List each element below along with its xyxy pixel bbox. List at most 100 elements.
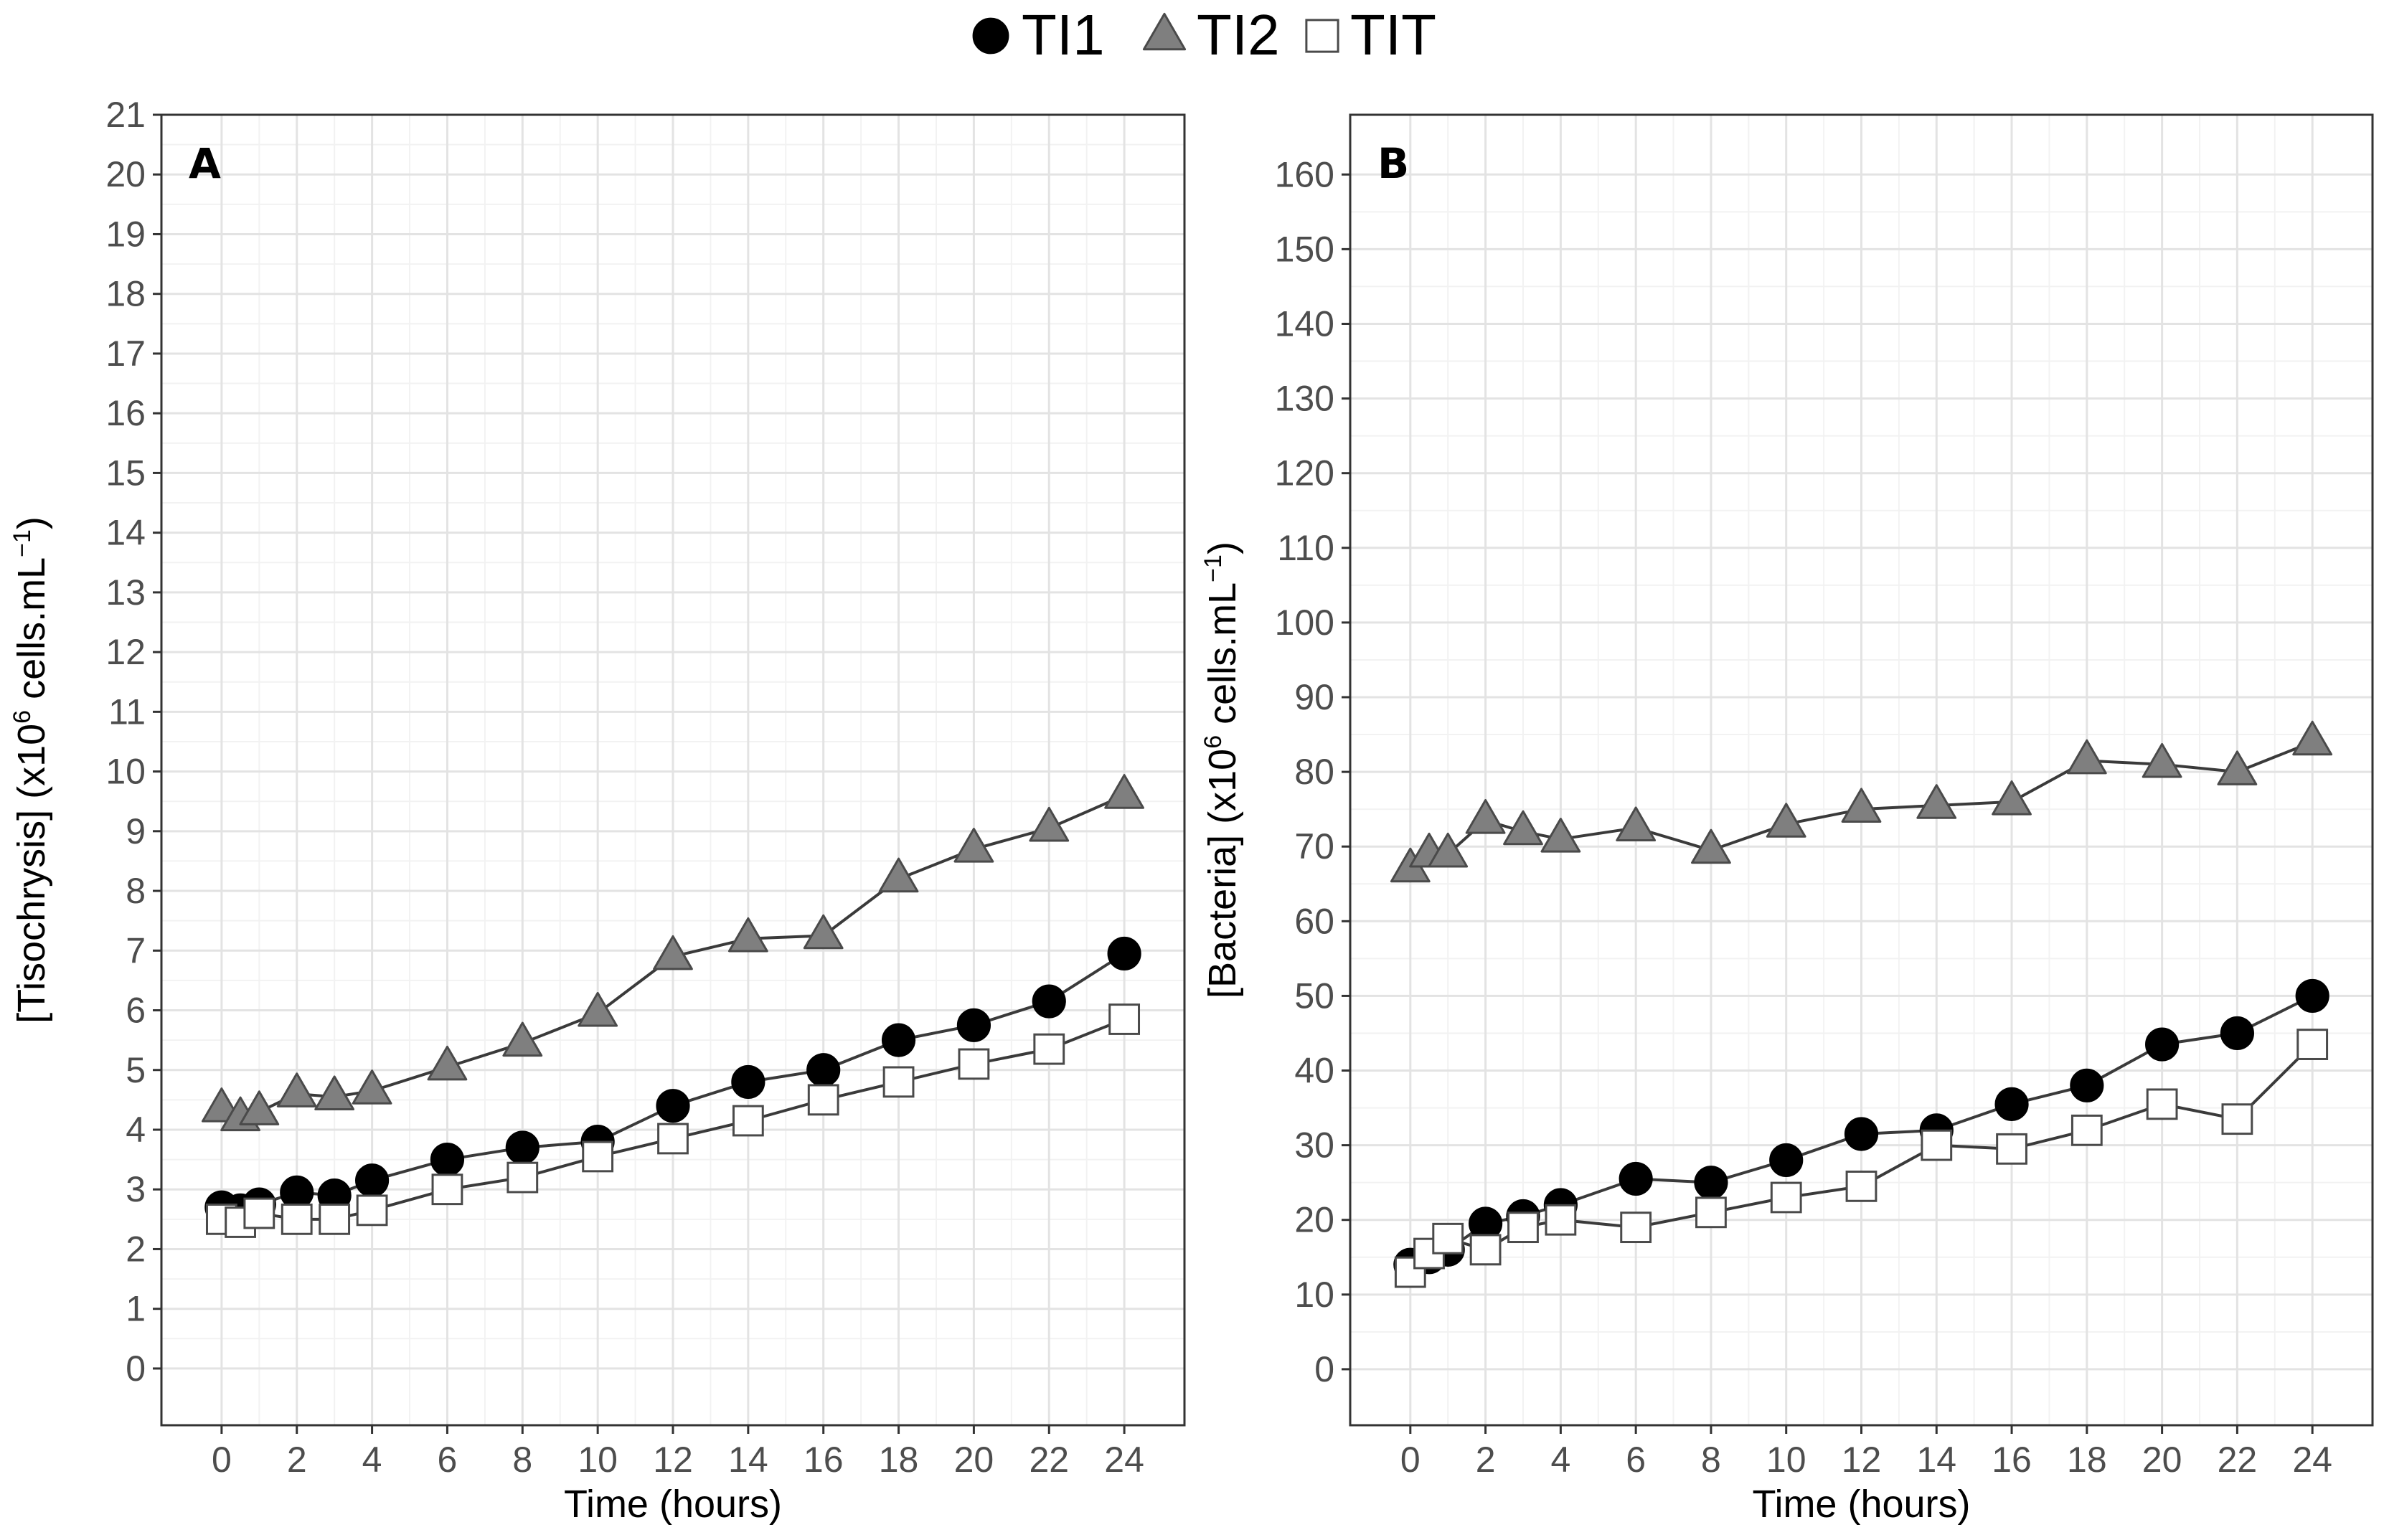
data-point-tit — [1545, 1204, 1577, 1236]
y-tick-label: 17 — [105, 334, 146, 374]
y-axis-title: [Tisochrysis] (x106 cells.mL−1) — [9, 516, 53, 1024]
y-tick-label: 5 — [126, 1050, 146, 1090]
x-tick-label: 0 — [1400, 1440, 1420, 1480]
data-point-tit — [319, 1203, 351, 1235]
y-tick-label: 3 — [126, 1169, 146, 1209]
data-point-tit — [281, 1203, 313, 1235]
data-point-ti2 — [2217, 750, 2258, 785]
series-ti2 — [201, 774, 1145, 1132]
data-point-ti2 — [578, 991, 618, 1027]
x-axis: 0 2 4 6 8 10 12 14 16 18 20 22 24 — [1400, 1425, 2332, 1480]
data-point-ti1 — [956, 1008, 991, 1042]
x-tick-label: 24 — [2292, 1440, 2332, 1480]
data-point-tit — [1394, 1256, 1426, 1288]
y-tick-label: 18 — [105, 274, 146, 314]
data-point-ti1 — [2070, 1068, 2104, 1102]
data-point-ti2 — [653, 935, 693, 970]
x-tick-label: 8 — [1701, 1440, 1721, 1480]
data-point-ti1 — [1107, 936, 1141, 971]
y-tick-label: 16 — [105, 393, 146, 433]
y-tick-label: 20 — [105, 154, 146, 194]
data-point-tit — [1921, 1129, 1953, 1161]
data-point-ti2 — [1465, 798, 1506, 834]
x-tick-label: 0 — [212, 1440, 232, 1480]
data-point-ti1 — [2220, 1016, 2254, 1051]
y-tick-label: 7 — [126, 930, 146, 970]
y-tick-label: 2 — [126, 1229, 146, 1269]
data-point-tit — [2296, 1029, 2329, 1060]
series-ti1 — [204, 936, 1141, 1227]
x-tick-label: 18 — [879, 1440, 919, 1480]
data-point-ti2 — [953, 828, 994, 863]
data-point-ti1 — [2145, 1027, 2180, 1062]
y-axis-title: [Bacteria] (x106 cells.mL−1) — [1200, 542, 1244, 998]
y-tick-label: 0 — [126, 1348, 146, 1389]
data-point-ti1 — [2295, 978, 2329, 1013]
x-tick-label: 12 — [1842, 1440, 1882, 1480]
series-ti2 — [1390, 720, 2333, 883]
data-point-ti2 — [1992, 780, 2032, 816]
x-tick-label: 20 — [954, 1440, 994, 1480]
data-point-ti2 — [727, 917, 768, 953]
data-point-ti1 — [430, 1143, 465, 1177]
data-point-ti2 — [2292, 720, 2333, 756]
legend-label-ti1: TI1 — [1022, 3, 1105, 67]
data-point-ti1 — [355, 1163, 390, 1198]
y-tick-label: 10 — [1294, 1275, 1334, 1315]
data-point-tit — [807, 1084, 839, 1116]
data-point-tit — [958, 1048, 990, 1080]
series-line-tit — [1409, 1043, 2314, 1274]
x-tick-label: 4 — [362, 1440, 382, 1480]
data-point-ti2 — [1029, 806, 1070, 842]
y-tick-label: 10 — [105, 752, 146, 792]
data-point-tit — [1845, 1170, 1877, 1202]
data-point-tit — [431, 1173, 463, 1206]
y-tick-label: 50 — [1294, 976, 1334, 1016]
data-point-ti2 — [239, 1090, 280, 1125]
x-tick-label: 22 — [1029, 1440, 1069, 1480]
data-point-tit — [243, 1197, 275, 1229]
panel-b: 0 2 4 6 8 10 12 14 16 18 20 22 240102030405060708090… — [1200, 113, 2374, 1526]
y-tick-label: 130 — [1275, 379, 1334, 419]
y-tick-label: 14 — [105, 513, 146, 553]
x-tick-label: 22 — [2218, 1440, 2258, 1480]
data-point-ti2 — [1916, 784, 1957, 819]
y-tick-label: 40 — [1294, 1051, 1334, 1091]
data-point-tit — [1507, 1211, 1539, 1244]
series-tit — [1394, 1029, 2329, 1288]
data-point-tit — [732, 1105, 764, 1137]
data-point-ti2 — [352, 1069, 392, 1105]
y-tick-label: 8 — [126, 871, 146, 911]
x-axis-title: Time (hours) — [1752, 1483, 1970, 1526]
series-line-ti1 — [1410, 994, 2314, 1267]
data-point-ti1 — [1994, 1087, 2029, 1121]
data-point-ti2 — [1841, 788, 1882, 823]
data-point-tit — [1770, 1181, 1802, 1214]
data-point-ti1 — [881, 1023, 916, 1057]
legend-key-ti1 — [972, 17, 1009, 55]
data-point-ti1 — [1844, 1117, 1879, 1151]
data-point-ti2 — [1540, 818, 1581, 853]
data-point-tit — [1695, 1196, 1727, 1229]
series-tit — [205, 1003, 1141, 1238]
data-point-ti2 — [2066, 739, 2107, 775]
y-tick-label: 150 — [1275, 229, 1334, 269]
x-tick-label: 2 — [1476, 1440, 1496, 1480]
y-axis: 0 10 20 30 40 50 60 70 80 90 100 110 120 130 140 150 160 — [1275, 154, 1350, 1389]
data-point-ti1 — [1694, 1166, 1728, 1200]
data-point-tit — [882, 1066, 915, 1098]
y-tick-label: 9 — [126, 811, 146, 851]
x-tick-label: 18 — [2067, 1440, 2107, 1480]
data-point-tit — [1469, 1234, 1502, 1266]
y-tick-label: 100 — [1275, 603, 1334, 643]
x-tick-label: 14 — [1916, 1440, 1956, 1480]
data-point-ti2 — [803, 914, 844, 950]
legend-key-tit — [1305, 19, 1339, 53]
data-point-ti2 — [1104, 774, 1145, 809]
x-tick-label: 10 — [578, 1440, 618, 1480]
y-tick-label: 1 — [126, 1289, 146, 1329]
panel-label: B — [1377, 139, 1409, 188]
x-tick-label: 14 — [728, 1440, 768, 1480]
data-point-ti2 — [1503, 810, 1543, 846]
